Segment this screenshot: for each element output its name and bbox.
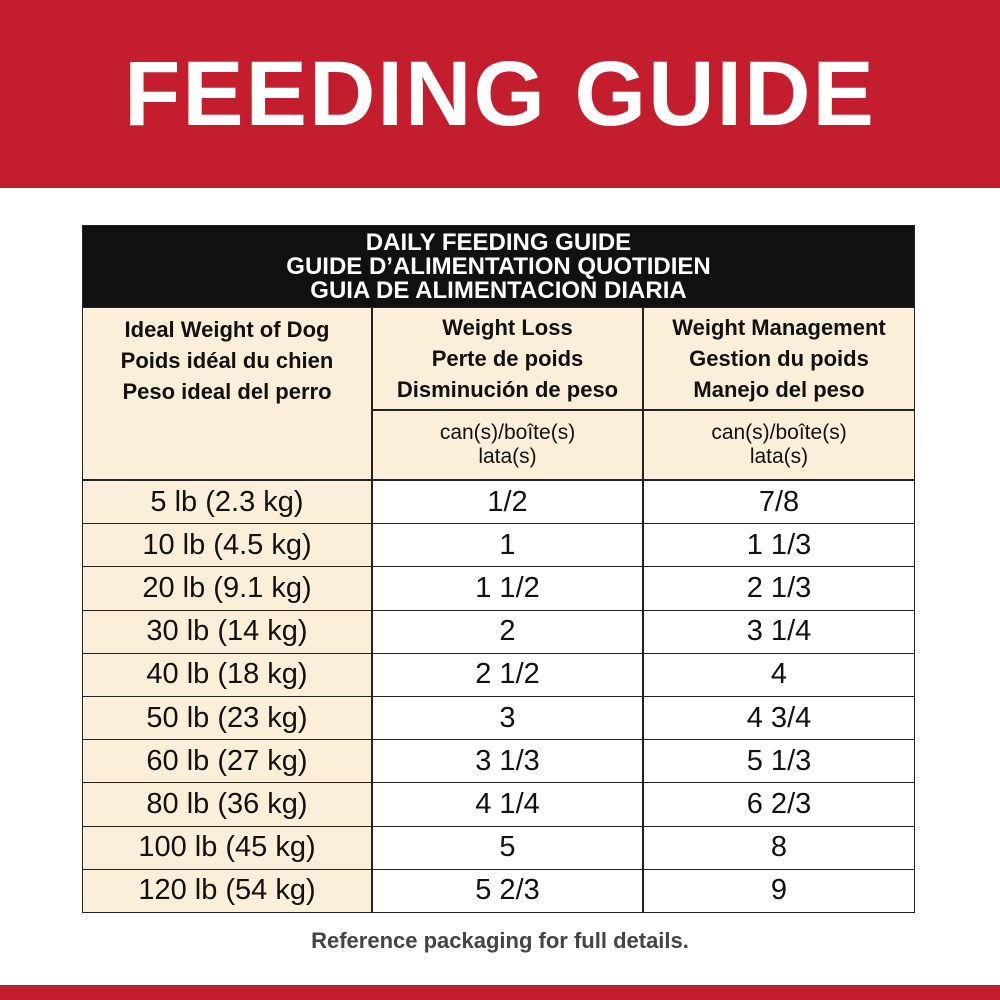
cell-text: 1/2 [487, 485, 528, 518]
cell-text: 60 lb (27 kg) [146, 744, 308, 777]
table-cell: 1 [372, 523, 643, 568]
header-line: Gestion du poids [689, 346, 869, 371]
table-title-line: GUIDE D’ALIMENTATION QUOTIDIEN [286, 252, 711, 280]
table-cell: 1/2 [372, 480, 643, 525]
cell-text: 3 [499, 701, 516, 734]
cell-text: 7/8 [758, 485, 800, 518]
table-cell: 50 lb (23 kg) [82, 696, 372, 741]
cell-text: 10 lb (4.5 kg) [142, 528, 312, 561]
table-cell: 40 lb (18 kg) [82, 652, 372, 697]
cell-text: 6 2/3 [746, 787, 812, 820]
cell-text: 50 lb (23 kg) [146, 701, 308, 734]
table-title-line: DAILY FEEDING GUIDE [365, 228, 632, 256]
cell-text: 2 1/2 [475, 658, 540, 691]
unit-header: can(s)/boîte(s) lata(s) [643, 410, 915, 480]
cell-text: 5 1/3 [746, 744, 812, 777]
header-line: Peso ideal del perro [122, 379, 332, 404]
cell-text: 5 [499, 831, 516, 864]
table-title-line: GUIA DE ALIMENTACION DIARIA [310, 276, 687, 304]
table-cell: 80 lb (36 kg) [82, 782, 372, 827]
unit-line: lata(s) [749, 445, 809, 468]
table-cell: 5 1/3 [643, 739, 915, 784]
cell-text: 4 [770, 658, 788, 691]
column-header: Weight Loss Perte de poids Disminución de … [372, 307, 643, 410]
table-cell: 7/8 [643, 480, 915, 525]
header-band [0, 0, 1000, 188]
cell-text: 2 [499, 615, 516, 648]
header-line: Disminución de peso [396, 377, 619, 402]
table-cell: 8 [643, 825, 915, 870]
header-line: Weight Management [672, 315, 886, 340]
header-line: Poids idéal du chien [120, 348, 334, 373]
table-cell: 1 1/2 [372, 566, 643, 611]
header-line: Weight Loss [442, 315, 573, 340]
table-cell: 2 1/3 [643, 566, 915, 611]
cell-text: 1 [499, 528, 516, 561]
cell-text: 1 1/2 [475, 571, 540, 604]
header-line: Ideal Weight of Dog [124, 317, 330, 342]
cell-text: 100 lb (45 kg) [138, 831, 316, 864]
header-line: Perte de poids [431, 346, 584, 371]
cell-text: 4 1/4 [475, 787, 540, 820]
table-cell: 9 [643, 868, 915, 913]
cell-text: 5 2/3 [475, 874, 540, 907]
table-cell: 5 [372, 825, 643, 870]
table-cell: 3 1/4 [643, 609, 915, 654]
table-cell: 3 [372, 696, 643, 741]
unit-line: can(s)/boîte(s) [711, 421, 847, 444]
unit-line: can(s)/boîte(s) [439, 421, 576, 444]
table-cell: 100 lb (45 kg) [82, 825, 372, 870]
cell-text: 40 lb (18 kg) [146, 658, 308, 691]
cell-text: 8 [770, 831, 788, 864]
unit-header: can(s)/boîte(s) lata(s) [372, 410, 643, 480]
table-cell: 5 lb (2.3 kg) [82, 480, 372, 525]
table-cell: 3 1/3 [372, 739, 643, 784]
table-cell: 6 2/3 [643, 782, 915, 827]
table-title: DAILY FEEDING GUIDE GUIDE D’ALIMENTATION … [82, 225, 915, 308]
column-header: Ideal Weight of Dog Poids idéal du chien P… [82, 307, 372, 480]
table-cell: 4 3/4 [643, 696, 915, 741]
table-cell: 4 1/4 [372, 782, 643, 827]
cell-text: 3 1/4 [746, 615, 812, 648]
cell-text: 20 lb (9.1 kg) [142, 571, 312, 604]
table-cell: 5 2/3 [372, 868, 643, 913]
table-cell: 30 lb (14 kg) [82, 609, 372, 654]
table-cell: 2 1/2 [372, 652, 643, 697]
table-cell: 2 [372, 609, 643, 654]
table-cell: 10 lb (4.5 kg) [82, 523, 372, 568]
cell-text: 2 1/3 [746, 571, 812, 604]
table-cell: 120 lb (54 kg) [82, 868, 372, 913]
column-header: Weight Management Gestion du poids Manejo … [643, 307, 915, 410]
table-cell: 60 lb (27 kg) [82, 739, 372, 784]
table-cell: 20 lb (9.1 kg) [82, 566, 372, 611]
cell-text: 1 1/3 [746, 528, 812, 561]
cell-text: 3 1/3 [475, 744, 540, 777]
unit-line: lata(s) [478, 445, 537, 468]
page-title: FEEDING GUIDE [124, 43, 876, 145]
footer-note: Reference packaging for full details. [311, 928, 689, 953]
cell-text: 80 lb (36 kg) [146, 787, 308, 820]
header-line: Manejo del peso [693, 377, 865, 402]
cell-text: 9 [770, 874, 788, 907]
cell-text: 4 3/4 [746, 701, 812, 734]
cell-text: 5 lb (2.3 kg) [150, 485, 304, 518]
bottom-band [0, 985, 1000, 1000]
cell-text: 30 lb (14 kg) [146, 615, 308, 648]
table-cell: 4 [643, 652, 915, 697]
cell-text: 120 lb (54 kg) [138, 874, 316, 907]
table-cell: 1 1/3 [643, 523, 915, 568]
